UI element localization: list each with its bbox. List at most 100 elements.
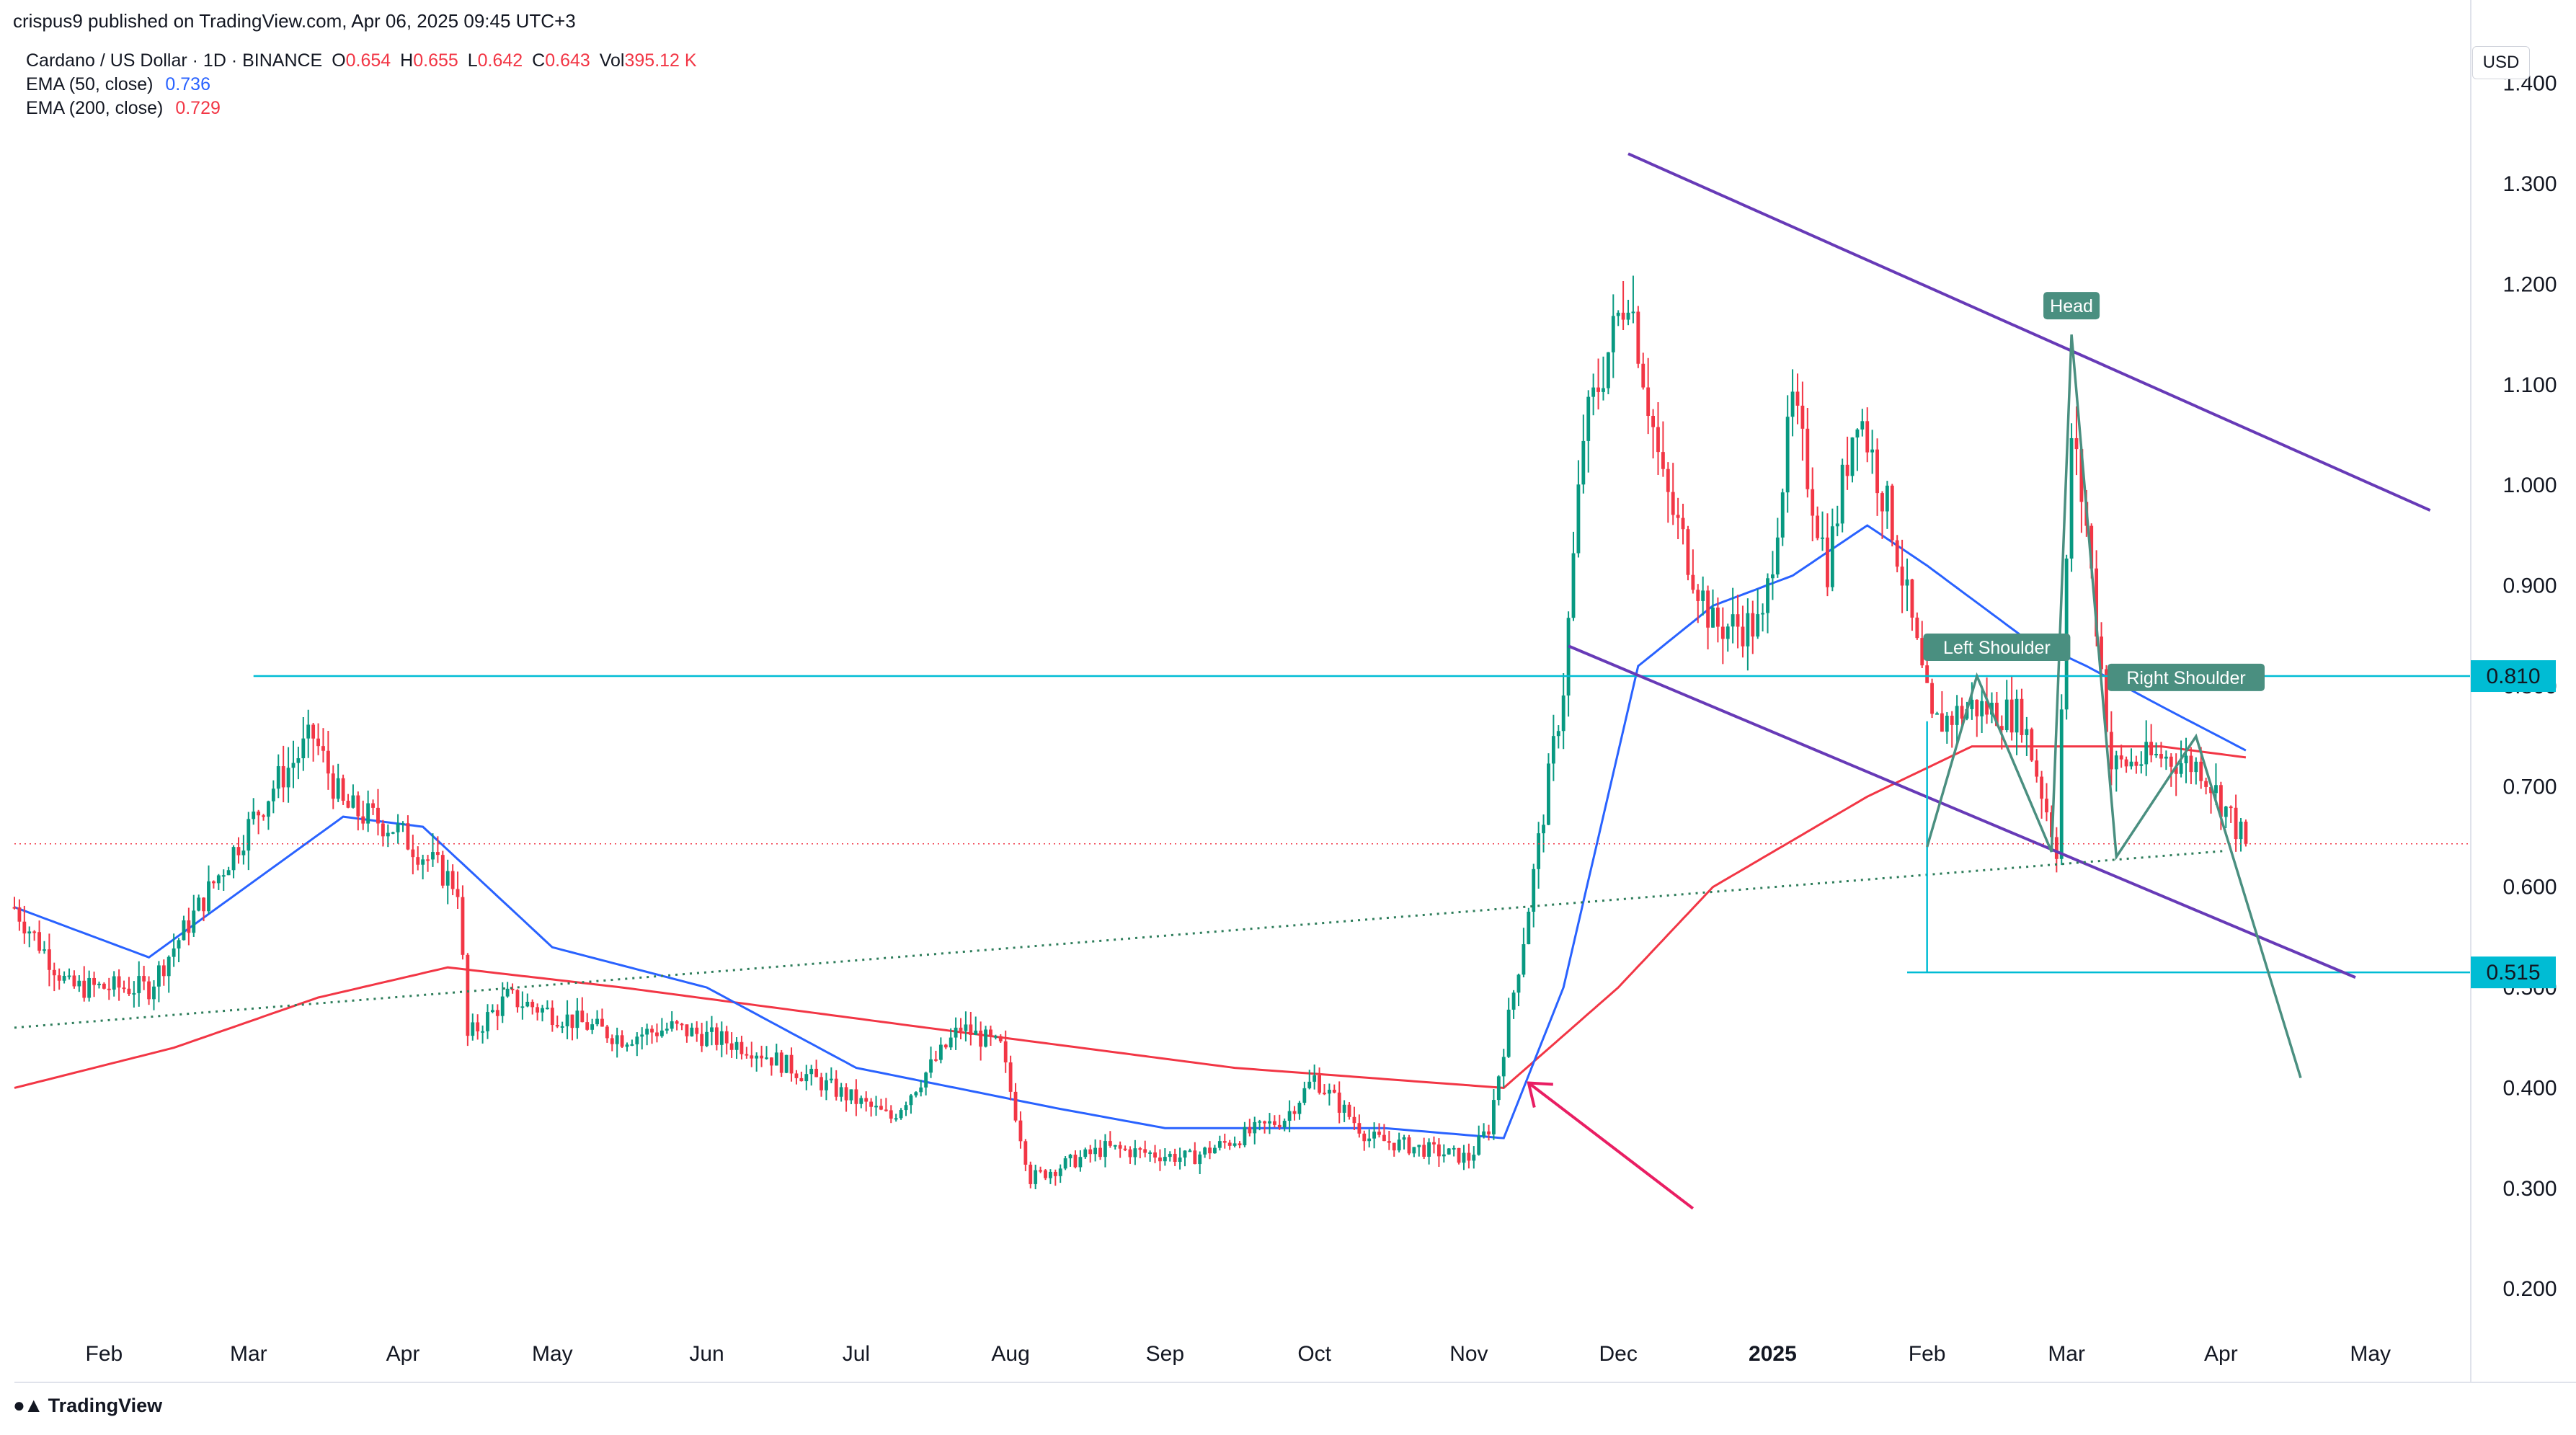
candle-body (1586, 396, 1591, 441)
candle-body (1616, 312, 1620, 316)
candle-body (993, 1036, 998, 1038)
candle-body (43, 949, 46, 951)
candle-body (2015, 698, 2019, 733)
candle-body (2095, 568, 2099, 637)
candle-body (376, 807, 380, 824)
candle-body (769, 1057, 773, 1066)
candle-body (949, 1037, 953, 1048)
candle-body (147, 981, 151, 1000)
candle-body (899, 1110, 903, 1119)
pattern-label-text: Right Shoulder (2126, 668, 2245, 688)
candle-body (1352, 1116, 1356, 1124)
candle-body (1915, 617, 1919, 639)
candle-body (530, 1001, 535, 1008)
candle-body (1188, 1150, 1192, 1152)
candle-body (550, 1008, 554, 1026)
candle-body (2009, 699, 2014, 733)
candle-body (1840, 464, 1844, 524)
candle-body (1347, 1104, 1351, 1117)
candle-body (386, 832, 390, 837)
symbol-row: Cardano / US Dollar · 1D · BINANCE O0.65… (26, 49, 697, 73)
candle-body (2189, 755, 2193, 773)
candle-body (1785, 417, 1790, 493)
candle-body (1013, 1091, 1018, 1121)
time-tick-label: Feb (86, 1342, 123, 1366)
candle-body (1890, 485, 1894, 541)
candle-body (889, 1110, 893, 1119)
currency-button[interactable]: USD (2472, 46, 2530, 79)
candle-body (52, 969, 56, 976)
candle-body (17, 907, 22, 922)
candle-body (1143, 1149, 1147, 1153)
price-tick-label: 0.900 (2502, 574, 2557, 598)
candle-body (107, 988, 111, 990)
candle-body (2109, 732, 2113, 770)
candle-body (1083, 1149, 1088, 1158)
candle-body (595, 1018, 599, 1025)
candle-body (1955, 706, 1959, 725)
candle-body (590, 1024, 595, 1030)
tradingview-logo[interactable]: ●▲ TradingView (13, 1394, 162, 1417)
ema-200-line (14, 745, 2247, 1089)
candle-body (1173, 1153, 1177, 1162)
candle-body (1845, 464, 1849, 476)
candle-body (665, 1029, 669, 1031)
candle-body (450, 871, 455, 889)
candle-body (779, 1052, 783, 1073)
candle-body (62, 975, 66, 981)
candle-body (2059, 709, 2064, 859)
candle-body (1492, 1100, 1496, 1134)
ema50-row[interactable]: EMA (50, close) 0.736 (26, 73, 697, 97)
candle-body (625, 1044, 629, 1047)
candle-body (979, 1030, 983, 1047)
candle-body (1885, 485, 1889, 512)
candle-body (1532, 868, 1536, 912)
candle-body (560, 1026, 564, 1028)
candle-body (1138, 1148, 1142, 1150)
candle-body (1377, 1132, 1381, 1135)
candle-body (1666, 468, 1670, 492)
candle-body (2030, 729, 2034, 761)
candle-body (1222, 1141, 1227, 1143)
candle-body (924, 1072, 928, 1088)
dotted-trendline (14, 850, 2226, 1029)
candle-body (1970, 699, 1974, 709)
candle-body (22, 921, 27, 934)
candle-body (1382, 1134, 1386, 1142)
candle-body (989, 1029, 992, 1037)
ema200-label: EMA (200, close) (26, 98, 164, 118)
candle-body (1501, 1057, 1506, 1077)
drawings-layer: Head Left Shoulder Right Shoulder (14, 152, 2471, 1210)
ema200-value: 0.729 (175, 98, 221, 118)
candle-body (152, 986, 156, 1000)
candle-body (2194, 761, 2198, 773)
candle-body (1581, 440, 1586, 485)
candle-body (311, 724, 316, 739)
candle-body (2074, 437, 2079, 450)
candle-body (2169, 756, 2173, 767)
candle-body (799, 1078, 804, 1082)
ema50-label: EMA (50, close) (26, 74, 154, 94)
price-tick-label: 0.600 (2502, 876, 2557, 899)
candle-body (820, 1077, 823, 1090)
time-tick-label: Apr (386, 1342, 420, 1366)
candle-body (37, 932, 41, 951)
candle-body (1940, 713, 1944, 732)
symbol-title[interactable]: Cardano / US Dollar · 1D · BINANCE (26, 50, 323, 71)
candle-body (1367, 1138, 1372, 1142)
candle-body (1029, 1164, 1033, 1184)
ema200-row[interactable]: EMA (200, close) 0.729 (26, 97, 697, 120)
candle-body (1920, 638, 1924, 666)
candle-body (1571, 553, 1576, 618)
candle-body (366, 803, 370, 824)
candle-body (182, 920, 186, 941)
candle-body (1751, 613, 1755, 637)
candle-body (281, 766, 285, 788)
candle-body (1482, 1131, 1486, 1137)
candle-body (1318, 1075, 1321, 1093)
candle-body (724, 1031, 729, 1044)
candle-body (1307, 1081, 1312, 1088)
tradingview-brand-text: TradingView (48, 1394, 163, 1416)
